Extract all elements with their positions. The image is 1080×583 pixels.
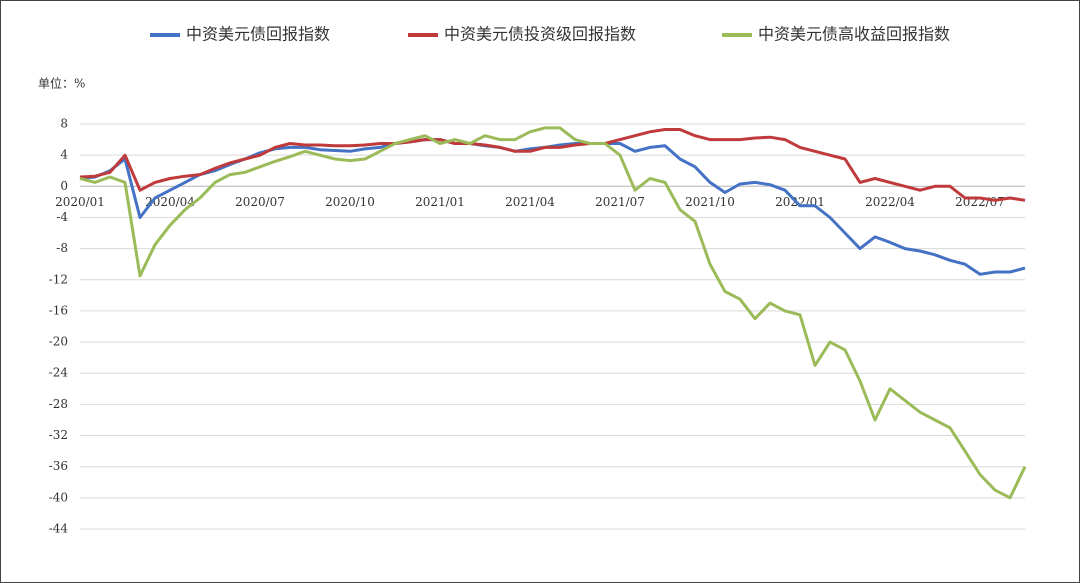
y-tick-label: -36 [49,459,68,473]
unit-note: 单位：% [38,76,85,91]
x-tick-label: 2021/04 [505,195,555,209]
y-tick-label: -8 [56,241,68,255]
x-tick-label: 2021/07 [595,195,645,209]
x-tick-label: 2021/01 [415,195,465,209]
y-tick-label: -12 [49,272,68,286]
x-tick-label: 2020/10 [325,195,375,209]
y-tick-label: -40 [49,490,68,504]
legend-text: 中资美元债投资级回报指数 [444,25,636,44]
x-tick-label: 2022/04 [865,195,915,209]
x-tick-label: 2020/01 [55,195,105,209]
y-tick-label: 0 [60,179,68,193]
legend-text: 中资美元债高收益回报指数 [758,25,950,44]
series-line [79,128,1026,202]
y-tick-label: -4 [56,210,68,224]
y-tick-label: -28 [49,397,68,411]
y-tick-label: -44 [49,522,69,536]
legend-text: 中资美元债回报指数 [186,25,330,44]
y-tick-label: -32 [49,428,68,442]
y-tick-label: -20 [49,335,68,349]
series-line [79,126,1027,500]
y-tick-label: 8 [60,117,68,131]
y-tick-label: -16 [49,303,68,317]
y-tick-label: 4 [60,148,68,162]
x-tick-label: 2020/07 [235,195,285,209]
x-tick-label: 2021/10 [685,195,735,209]
y-tick-label: -24 [49,366,69,380]
